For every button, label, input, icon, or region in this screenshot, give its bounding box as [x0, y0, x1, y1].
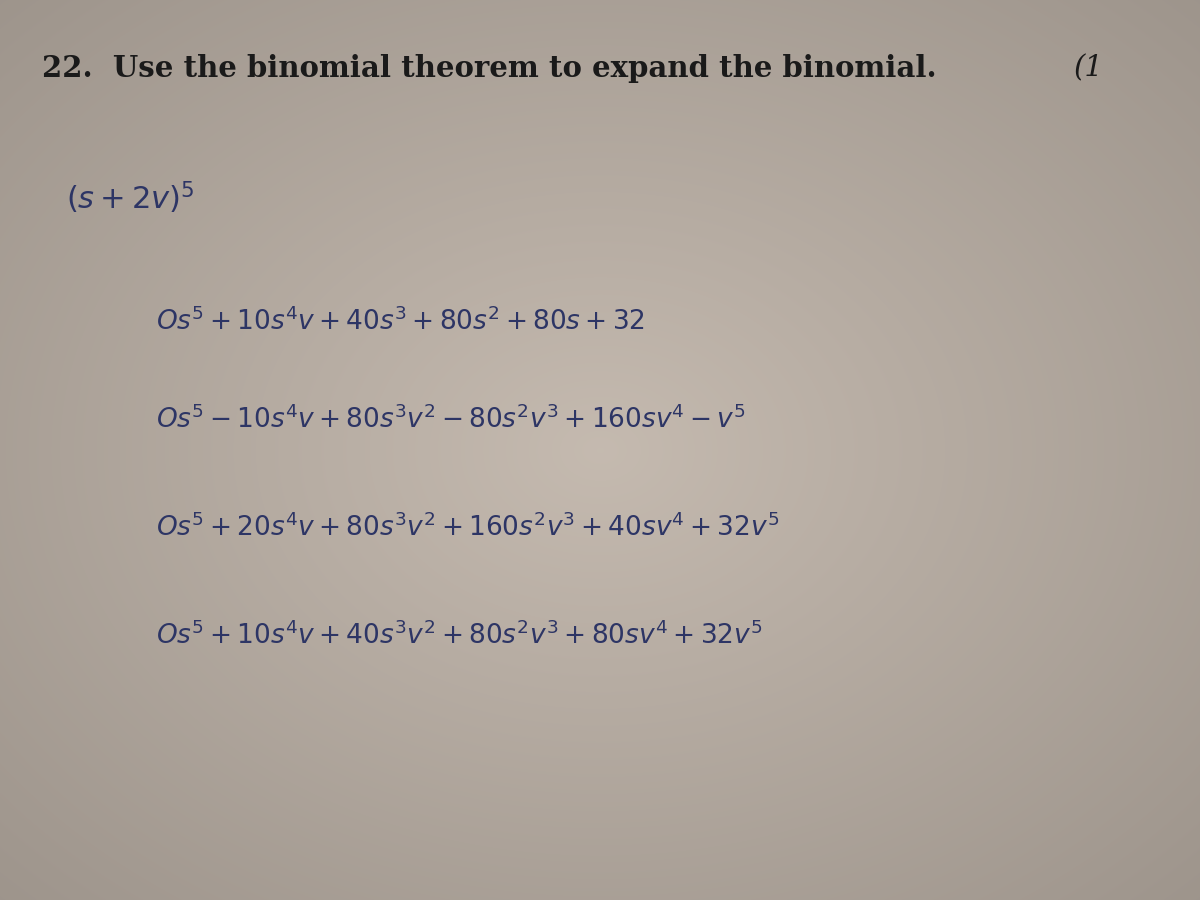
Text: $Os^5+20s^4v+80s^3v^2+160s^2v^3+40sv^4+32v^5$: $Os^5+20s^4v+80s^3v^2+160s^2v^3+40sv^4+3… [156, 513, 779, 542]
Text: (1: (1 [1074, 54, 1104, 82]
Text: $(s+2v)^5$: $(s+2v)^5$ [66, 180, 194, 217]
Text: $Os^5+10s^4v+40s^3+80s^2+80s+32$: $Os^5+10s^4v+40s^3+80s^2+80s+32$ [156, 306, 644, 335]
Text: 22.  Use the binomial theorem to expand the binomial.: 22. Use the binomial theorem to expand t… [42, 54, 937, 83]
Text: $Os^5-10s^4v+80s^3v^2-80s^2v^3+160sv^4-v^5$: $Os^5-10s^4v+80s^3v^2-80s^2v^3+160sv^4-v… [156, 405, 746, 434]
Text: $Os^5+10s^4v+40s^3v^2+80s^2v^3+80sv^4+32v^5$: $Os^5+10s^4v+40s^3v^2+80s^2v^3+80sv^4+32… [156, 621, 762, 650]
